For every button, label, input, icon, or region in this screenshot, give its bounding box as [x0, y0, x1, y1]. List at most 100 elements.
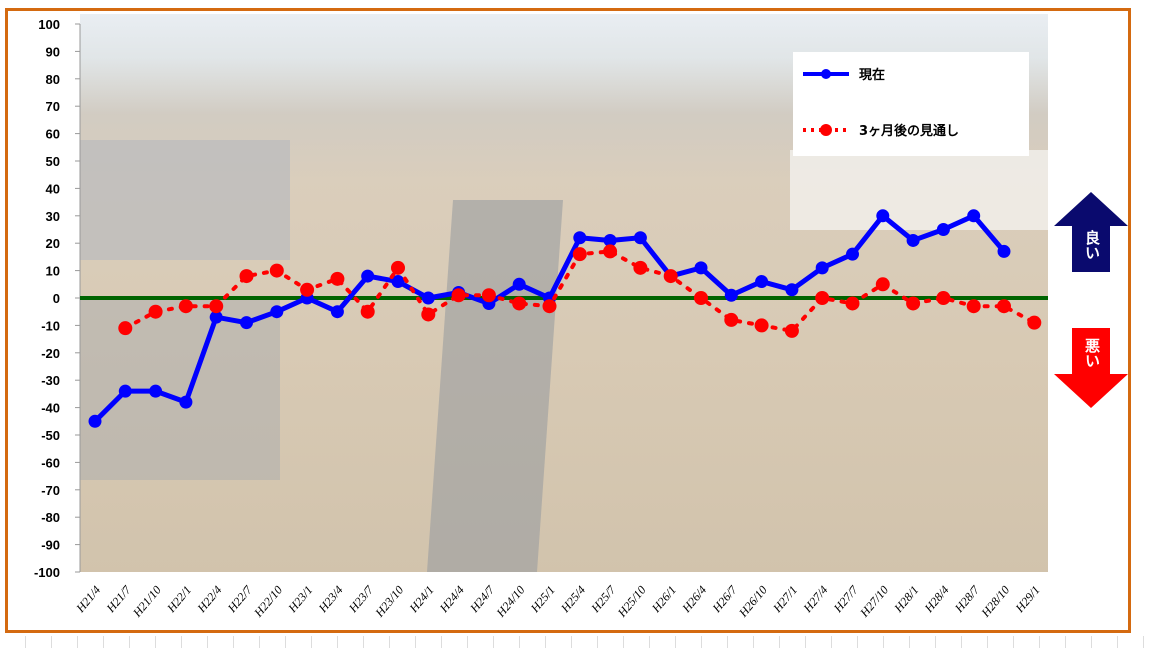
x-tick-label: H26/4: [679, 583, 710, 616]
x-tick-label: H24/4: [436, 583, 467, 616]
outlook-data-point: [1027, 315, 1042, 330]
y-tick-label: -20: [41, 346, 60, 361]
current-data-point: [724, 288, 738, 302]
current-data-point: [997, 244, 1011, 258]
current-data-point: [149, 384, 163, 398]
legend-swatch-outlook: [803, 123, 849, 136]
outlook-data-point: [421, 307, 436, 322]
y-tick-label: 90: [46, 44, 60, 59]
y-tick-label: 70: [46, 99, 60, 114]
current-data-point: [179, 395, 193, 409]
legend-item-outlook: 3ヶ月後の見通し: [801, 120, 959, 139]
current-data-point: [846, 247, 859, 261]
x-tick-label: H21/4: [73, 583, 104, 616]
outlook-data-point: [391, 260, 405, 275]
current-data-point: [118, 384, 132, 398]
current-series-line: [93, 213, 1006, 424]
current-data-point: [573, 231, 587, 245]
legend: 現在 3ヶ月後の見通し: [793, 52, 1029, 156]
outlook-data-point: [936, 291, 951, 305]
photo-apartment: [790, 150, 1048, 230]
outlook-data-point: [209, 299, 224, 314]
sheet-gridlines: [0, 636, 1152, 648]
current-data-point: [421, 291, 435, 305]
current-data-point: [88, 414, 102, 428]
current-data-point: [876, 209, 890, 223]
x-tick-label: H24/10: [493, 583, 528, 620]
current-data-point: [906, 233, 920, 247]
y-tick-label: 20: [46, 236, 60, 251]
outlook-data-point: [754, 318, 769, 333]
x-tick-label: H25/10: [614, 583, 649, 620]
x-tick-label: H22/4: [194, 583, 225, 616]
outlook-data-point: [784, 323, 799, 338]
y-tick-label: 0: [53, 291, 60, 306]
current-data-point: [755, 275, 769, 289]
y-tick-label: -80: [41, 510, 60, 525]
current-data-point: [361, 269, 375, 283]
current-data-point: [633, 231, 647, 245]
outlook-data-point: [512, 296, 527, 311]
x-tick-label: H22/10: [251, 583, 286, 620]
outlook-data-point: [966, 299, 981, 314]
legend-item-current: 現在: [801, 64, 885, 83]
outlook-data-point: [239, 269, 254, 284]
outlook-data-point: [330, 271, 345, 286]
y-tick-label: -70: [41, 483, 60, 498]
x-tick-label: H23/10: [372, 583, 407, 620]
outlook-data-point: [694, 291, 708, 305]
chart-frame: [5, 8, 1131, 633]
outlook-data-point: [360, 304, 375, 319]
outlook-data-point: [663, 269, 678, 284]
outlook-data-point: [118, 321, 133, 336]
outlook-data-point: [148, 304, 163, 319]
outlook-data-point: [542, 299, 557, 314]
outlook-data-point: [481, 288, 496, 303]
x-tick-label: H27/4: [800, 583, 831, 616]
outlook-data-point: [572, 247, 587, 262]
bad-label: 悪い: [1083, 338, 1101, 368]
outlook-data-point: [633, 260, 648, 275]
y-tick-label: -40: [41, 401, 60, 416]
y-tick-label: 30: [46, 209, 60, 224]
outlook-data-point: [906, 296, 921, 311]
good-label: 良い: [1083, 230, 1101, 260]
current-data-point: [512, 277, 526, 291]
y-tick-label: -10: [41, 318, 60, 333]
current-data-point: [240, 316, 253, 330]
outlook-data-point: [300, 282, 315, 297]
x-tick-label: H27/1: [770, 583, 801, 616]
current-data-point: [785, 283, 799, 297]
y-tick-label: -90: [41, 538, 60, 553]
outlook-data-point: [451, 288, 466, 303]
y-tick-label: -50: [41, 428, 60, 443]
outlook-data-point: [875, 277, 890, 292]
photo-parking-lot: [80, 300, 280, 480]
y-tick-label: 40: [46, 181, 60, 196]
outlook-data-point: [815, 291, 830, 305]
y-tick-label: -30: [41, 373, 60, 388]
current-data-point: [967, 209, 981, 223]
current-data-point: [936, 223, 950, 236]
x-tick-label: H25/4: [557, 583, 588, 616]
y-tick-label: 100: [38, 17, 60, 32]
x-tick-label: H23/4: [315, 583, 346, 616]
current-data-point: [694, 261, 708, 275]
x-tick-label: H28/10: [978, 583, 1013, 620]
legend-swatch-current: [803, 68, 849, 79]
legend-label-current: 現在: [859, 68, 886, 83]
legend-label-outlook: 3ヶ月後の見通し: [859, 124, 960, 139]
x-tick-label: H28/4: [921, 583, 952, 616]
x-tick-label: H23/1: [285, 583, 316, 616]
outlook-data-point: [269, 263, 284, 278]
y-tick-label: -100: [34, 565, 60, 580]
y-tick-label: 10: [46, 264, 60, 279]
y-tick-label: 50: [46, 154, 60, 169]
outlook-data-point: [603, 244, 618, 259]
y-tick-label: 80: [46, 72, 60, 87]
outlook-data-point: [178, 299, 193, 314]
outlook-data-point: [997, 299, 1011, 314]
current-data-point: [603, 233, 617, 247]
current-data-point: [391, 275, 405, 289]
